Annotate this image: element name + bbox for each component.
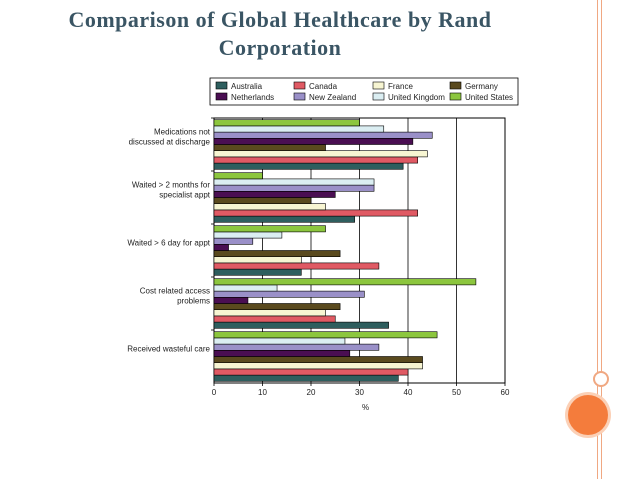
legend-label: New Zealand (309, 93, 356, 102)
bar (213, 374, 399, 382)
category-label: Received wasteful care (127, 345, 210, 354)
category-label: discussed at discharge (129, 138, 211, 147)
bar (213, 172, 263, 180)
bar (213, 250, 341, 257)
right-margin-line (601, 0, 602, 479)
x-tick-label: 60 (501, 388, 510, 397)
bar (213, 215, 355, 223)
legend-swatch (293, 81, 306, 90)
bar (213, 331, 438, 339)
bar (213, 262, 380, 270)
bar (213, 203, 326, 211)
bar (213, 321, 389, 329)
legend-swatch (449, 92, 462, 101)
bar (213, 368, 409, 376)
decorative-orange-circle (568, 395, 608, 435)
x-axis-label: % (362, 403, 369, 412)
bar (213, 244, 229, 251)
legend-swatch (372, 92, 385, 101)
bar (213, 309, 326, 317)
bar (213, 197, 312, 204)
legend-label: Germany (465, 82, 498, 91)
bar (213, 315, 336, 323)
legend-swatch (215, 81, 228, 90)
bar (213, 296, 249, 304)
bar (213, 138, 414, 145)
x-tick-label: 0 (212, 388, 217, 397)
x-tick-label: 50 (452, 388, 461, 397)
legend-swatch (449, 81, 462, 90)
bar (213, 209, 418, 217)
slide-title: Comparison of Global Healthcare by Rand … (30, 6, 530, 62)
bar (213, 290, 365, 298)
bar (213, 237, 254, 245)
category-label: Waited > 6 day for appt (127, 239, 210, 248)
legend-label: United States (465, 93, 513, 102)
slide-title-line-1: Comparison of Global Healthcare by Rand (68, 7, 492, 32)
bar (213, 119, 360, 127)
bar (213, 150, 428, 158)
category-label: problems (177, 297, 210, 306)
x-tick-label: 20 (307, 388, 316, 397)
bar (213, 256, 302, 264)
right-margin-line-inner (597, 0, 598, 479)
legend-label: Canada (309, 82, 338, 91)
legend-label: Australia (231, 82, 263, 91)
legend-swatch (293, 92, 306, 101)
bar (213, 131, 433, 139)
legend-label: Netherlands (231, 93, 274, 102)
bar (213, 278, 477, 286)
category-label: Medications not (154, 128, 211, 137)
margin-dot (593, 371, 609, 387)
legend-swatch (215, 92, 228, 101)
category-label: specialist appt (159, 191, 210, 200)
legend (209, 77, 519, 106)
bar (213, 337, 346, 345)
category-label: Cost related access (140, 287, 210, 296)
category-label: Waited > 2 months for (132, 181, 211, 190)
bar (213, 225, 326, 233)
x-tick-label: 30 (355, 388, 364, 397)
bar (213, 303, 341, 310)
bar (213, 362, 423, 370)
bar (213, 356, 423, 363)
legend-swatch (372, 81, 385, 90)
bar (213, 268, 302, 276)
bar (213, 191, 336, 198)
bar (213, 125, 385, 133)
bar (213, 349, 351, 357)
legend-label: France (388, 82, 413, 91)
bar (213, 231, 283, 239)
bar (213, 184, 375, 192)
bar (213, 343, 380, 351)
x-tick-label: 10 (258, 388, 267, 397)
x-tick-label: 40 (404, 388, 413, 397)
slide-title-line-2: Corporation (218, 35, 342, 60)
bar (213, 156, 418, 164)
bar (213, 284, 278, 292)
legend-label: United Kingdom (388, 93, 445, 102)
bar (213, 178, 375, 186)
bar (213, 162, 404, 170)
bar (213, 144, 326, 151)
